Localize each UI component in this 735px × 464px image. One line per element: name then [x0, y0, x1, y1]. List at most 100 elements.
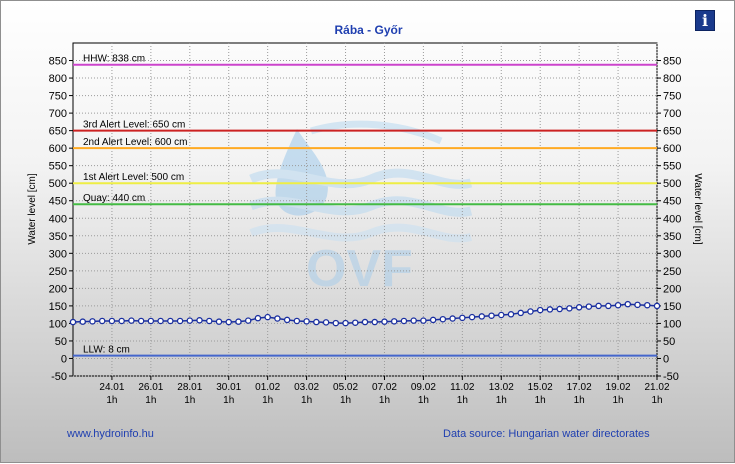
x-tick-label-hour: 1h [301, 395, 312, 406]
data-point [517, 309, 524, 317]
y-tick-label-right: 550 [663, 161, 681, 173]
y-tick-label-left: 100 [49, 318, 67, 330]
data-point [352, 319, 359, 326]
data-point [605, 302, 612, 310]
y-tick-label-right: 300 [663, 248, 681, 260]
y-tick-label-left: 500 [49, 178, 67, 190]
data-point [527, 308, 534, 315]
y-axis-right: -50 0 50 100 150 200 250 300 350 400 450 500 550 600 6… [657, 56, 681, 383]
data-point [546, 306, 554, 313]
x-tick-label-hour: 1h [613, 395, 624, 406]
data-point [624, 300, 632, 308]
y-tick-label-right: 100 [663, 318, 681, 330]
data-point [313, 318, 320, 326]
data-point [332, 319, 340, 327]
data-point [128, 317, 135, 324]
data-point [225, 318, 232, 326]
y-tick-label-left: 50 [55, 336, 67, 348]
y-tick-label-left: 700 [49, 108, 67, 120]
x-tick-label-date: 30.01 [216, 382, 241, 393]
data-point [488, 312, 495, 319]
x-tick-label-hour: 1h [223, 395, 234, 406]
data-point [449, 315, 456, 322]
data-point [293, 317, 301, 325]
x-tick-label-hour: 1h [496, 395, 507, 406]
data-point [186, 317, 194, 324]
data-point [595, 302, 602, 310]
x-tick-label-hour: 1h [145, 395, 156, 406]
y-tick-label-left: 850 [49, 56, 67, 68]
data-point [575, 304, 583, 311]
data-point [118, 317, 125, 325]
data-point [89, 318, 96, 325]
data-point [400, 317, 408, 325]
x-tick-label-hour: 1h [184, 395, 195, 406]
data-point [147, 317, 155, 325]
data-point [167, 317, 174, 325]
data-point [468, 313, 476, 321]
data-point [196, 317, 203, 324]
y-tick-label-right: 650 [663, 126, 681, 138]
data-point [420, 317, 427, 324]
y-tick-label-left: 800 [49, 73, 67, 85]
data-point [644, 301, 651, 309]
y-tick-label-right: 0 [663, 353, 669, 365]
x-tick-label-hour: 1h [106, 395, 117, 406]
data-point [264, 313, 271, 321]
data-point [507, 311, 515, 318]
info-icon[interactable]: i [695, 10, 715, 31]
data-point [478, 313, 486, 320]
data-point [342, 319, 349, 327]
y-tick-label-right: 450 [663, 196, 681, 208]
x-tick-label-date: 17.02 [567, 382, 592, 393]
data-point [429, 316, 437, 324]
y-tick-label-right: 50 [663, 336, 675, 348]
reference-line-label: 3rd Alert Level: 650 cm [83, 120, 185, 131]
data-point [69, 318, 77, 326]
x-tick-label-date: 05.02 [333, 382, 358, 393]
y-tick-label-right: 250 [663, 266, 681, 278]
y-tick-label-right: 600 [663, 143, 681, 155]
data-point [410, 317, 417, 324]
reference-lines: HHW: 838 cm 3rd Alert Level: 650 cm 2nd Al… [73, 54, 657, 357]
x-tick-label-date: 28.01 [177, 382, 202, 393]
y-axis-left: -50 0 50 100 150 200 250 300 350 400 450 500 550 600 6… [49, 56, 73, 383]
data-point [585, 303, 593, 310]
reference-line-label: Quay: 440 cm [83, 193, 145, 204]
y-tick-label-right: -50 [663, 371, 679, 383]
y-tick-label-left: 550 [49, 161, 67, 173]
y-tick-label-left: 600 [49, 143, 67, 155]
data-point [79, 318, 86, 325]
y-tick-label-right: 750 [663, 91, 681, 103]
y-tick-label-left: 400 [49, 213, 67, 225]
x-tick-label-hour: 1h [379, 395, 390, 406]
y-tick-label-left: -50 [51, 371, 67, 383]
data-point [215, 318, 223, 325]
data-point [244, 317, 252, 324]
grid-vertical [111, 43, 658, 376]
data-point [653, 302, 661, 310]
y-tick-label-left: 200 [49, 283, 67, 295]
data-point [536, 306, 544, 314]
y-tick-label-right: 150 [663, 301, 681, 313]
y-tick-label-right: 800 [663, 73, 681, 85]
data-point [176, 317, 184, 325]
x-tick-label-hour: 1h [262, 395, 273, 406]
y-tick-label-right: 400 [663, 213, 681, 225]
data-point [303, 318, 310, 325]
website-link[interactable]: www.hydroinfo.hu [67, 428, 154, 440]
x-tick-label-date: 11.02 [450, 382, 475, 393]
reference-line-label: LLW: 8 cm [83, 345, 130, 356]
reference-line-label: 2nd Alert Level: 600 cm [83, 137, 188, 148]
watermark-text: OVF [306, 240, 413, 298]
ovf-watermark: OVF [249, 120, 473, 298]
data-source-text: Data source: Hungarian water directorate… [443, 428, 650, 440]
x-tick-label-date: 13.02 [489, 382, 514, 393]
watermark-wave-1 [249, 168, 473, 189]
x-tick-label-date: 09.02 [411, 382, 436, 393]
data-point [566, 305, 573, 312]
data-point [254, 314, 262, 322]
y-axis-title-left: Water level [cm] [27, 173, 38, 245]
y-tick-label-right: 500 [663, 178, 681, 190]
x-tick-label-date: 21.02 [644, 382, 669, 393]
